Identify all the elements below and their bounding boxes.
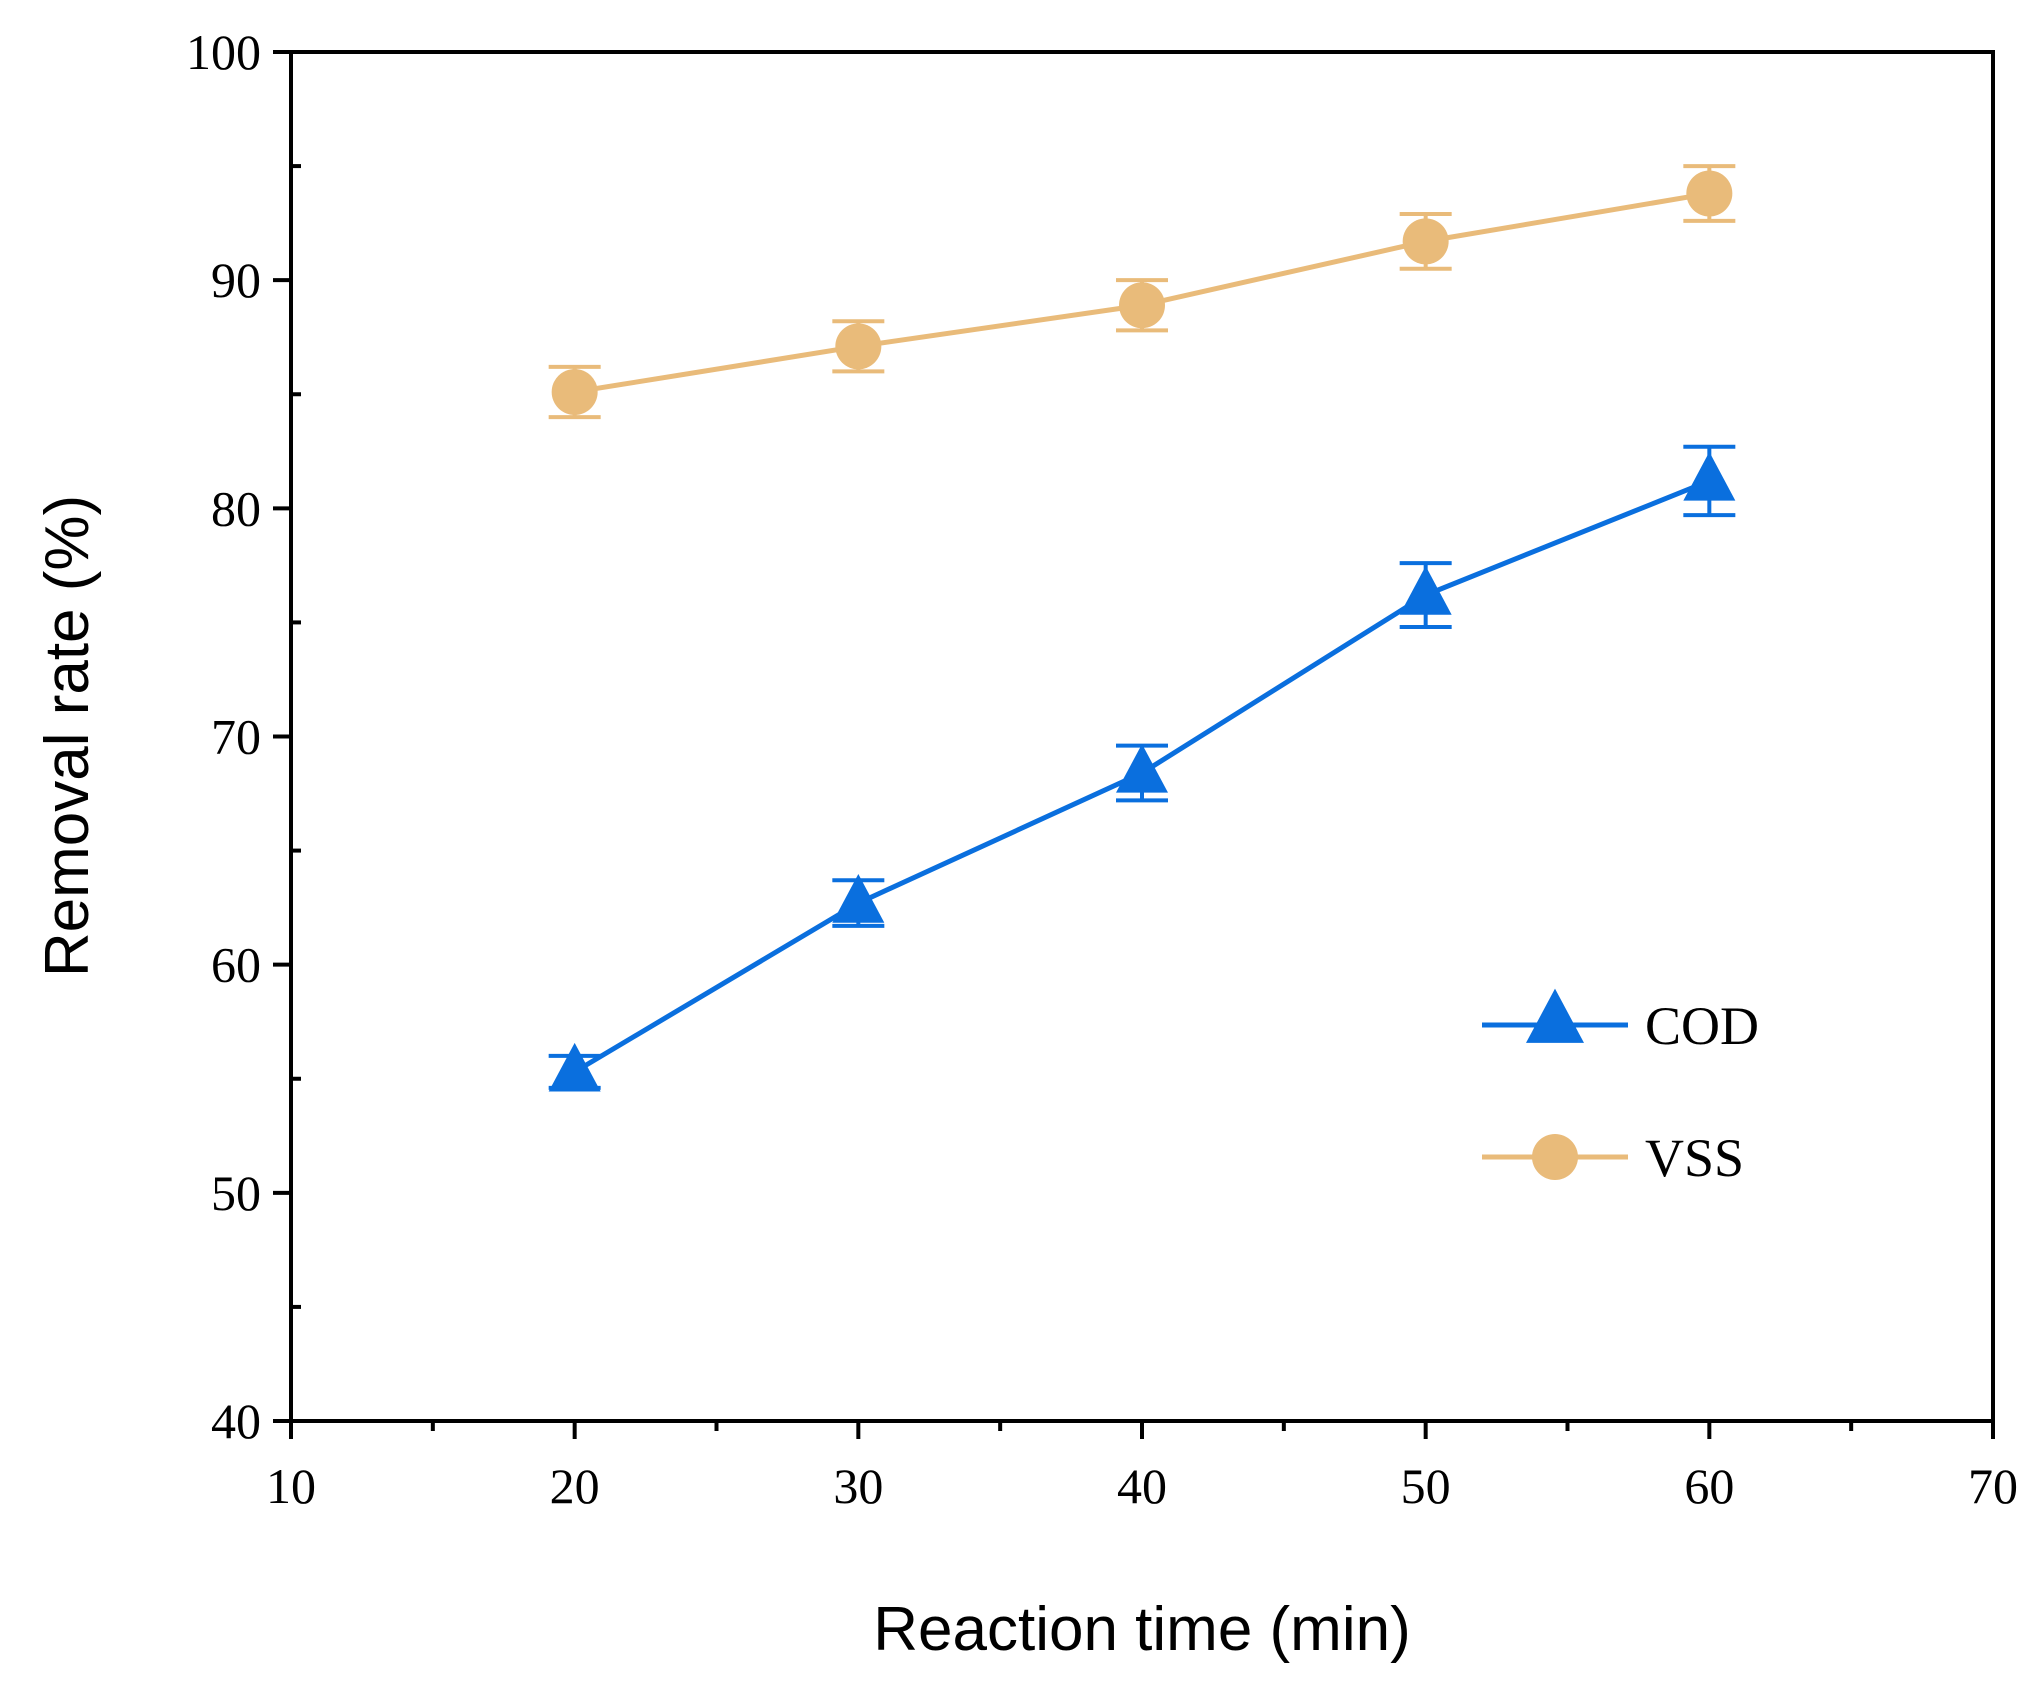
legend-label-vss: VSS [1645, 1128, 1744, 1188]
series-layer [548, 164, 1736, 1092]
y-tick-label: 50 [211, 1165, 261, 1221]
cod-point [832, 874, 885, 923]
y-tick-label: 90 [211, 252, 261, 308]
x-tick-label: 70 [1968, 1458, 2018, 1514]
y-axis-title: Removal rate (%) [33, 495, 102, 977]
legend-item-vss: VSS [1482, 1128, 1744, 1188]
legend-item-cod: COD [1482, 988, 1759, 1056]
legend-swatch-marker [1532, 1134, 1578, 1180]
y-tick-label: 40 [211, 1393, 261, 1449]
cod-series [548, 444, 1736, 1092]
vss-point [835, 323, 882, 370]
vss-point [1119, 282, 1165, 329]
x-axis-title: Reaction time (min) [873, 1595, 1410, 1664]
cod-point [1683, 451, 1736, 501]
vss-series [548, 164, 1736, 420]
x-tick-label: 30 [833, 1458, 883, 1514]
plot-frame [289, 50, 1995, 1423]
x-tick-label: 20 [550, 1458, 600, 1514]
ticks-layer: 10 20 30 40 50 60 70 40 50 60 70 80 90 100 [186, 24, 2018, 1514]
cod-point [548, 1042, 601, 1092]
vss-point [551, 368, 598, 415]
y-tick-label: 70 [211, 709, 261, 765]
vss-point [1686, 170, 1733, 217]
x-tick-label: 10 [266, 1458, 316, 1514]
x-tick-label: 60 [1684, 1458, 1734, 1514]
legend: COD VSS [1482, 988, 1759, 1188]
x-tick-label: 50 [1401, 1458, 1451, 1514]
legend-swatch-marker [1526, 988, 1584, 1043]
cod-point [1116, 743, 1168, 793]
y-tick-label: 60 [211, 937, 261, 993]
cod-point [1399, 566, 1452, 615]
x-tick-label: 40 [1117, 1458, 1167, 1514]
y-tick-label: 100 [186, 24, 261, 80]
vss-point [1402, 218, 1449, 265]
legend-label-cod: COD [1645, 996, 1759, 1056]
y-tick-label: 80 [211, 480, 261, 536]
